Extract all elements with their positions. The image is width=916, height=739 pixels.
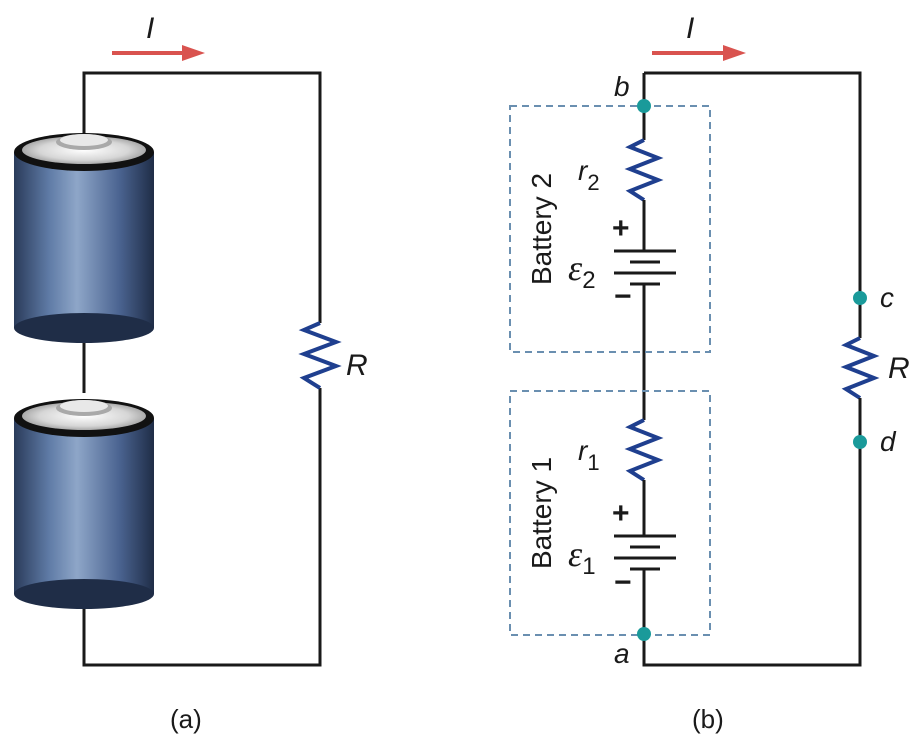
wire-b-top [644, 71, 862, 298]
node-c-label: c [880, 282, 894, 313]
wire-a-top [82, 71, 322, 323]
emf-1-plus: + [612, 497, 630, 530]
wire-b-bottom [642, 442, 862, 667]
r2-label: r2 [578, 155, 600, 195]
current-arrow-b [652, 45, 746, 61]
battery-1-box [509, 390, 711, 636]
r2-subscript: 2 [587, 170, 599, 195]
node-d-label: d [880, 426, 897, 457]
resistor-a [298, 321, 342, 390]
r2-symbol: r [578, 155, 589, 186]
emf-1-symbol-text: ε [568, 534, 583, 574]
emf-2-plus: + [612, 212, 630, 245]
wire-a-bottom [82, 388, 322, 667]
panel-b: I Battery 2 Battery 1 [509, 12, 910, 734]
battery-2-label: Battery 2 [526, 173, 557, 285]
resistor-r-b [840, 336, 880, 400]
resistor-label-b: R [888, 352, 910, 385]
emf-1-minus: − [614, 566, 632, 599]
emf-2-symbol-text: ε [568, 248, 583, 288]
node-a [637, 627, 651, 641]
r1-label: r1 [578, 435, 600, 475]
node-b-label: b [614, 71, 630, 102]
resistor-label-a: R [346, 349, 368, 382]
caption-b: (b) [692, 704, 724, 734]
current-label-a: I [146, 12, 154, 45]
battery-cell-upper [14, 133, 154, 343]
battery-cell-lower [14, 399, 154, 609]
resistor-r2 [624, 138, 664, 202]
node-b [637, 99, 651, 113]
node-c [853, 291, 867, 305]
r1-symbol: r [578, 435, 589, 466]
caption-a: (a) [170, 704, 202, 734]
emf-2-subscript: 2 [582, 267, 595, 294]
emf-2-minus: − [614, 280, 632, 313]
r1-subscript: 1 [587, 450, 599, 475]
emf-1-label: ε1 [568, 534, 596, 580]
current-arrow-a [112, 45, 205, 61]
battery-2-box [509, 105, 711, 353]
battery-1-label: Battery 1 [526, 457, 557, 569]
emf-1-subscript: 1 [582, 553, 595, 580]
node-d [853, 435, 867, 449]
current-label-b: I [686, 12, 694, 45]
panel-a: I R (a) [14, 12, 368, 734]
emf-2-label: ε2 [568, 248, 596, 294]
resistor-r1 [624, 418, 664, 482]
emf-1-symbol [614, 534, 676, 571]
node-a-label: a [614, 638, 630, 669]
